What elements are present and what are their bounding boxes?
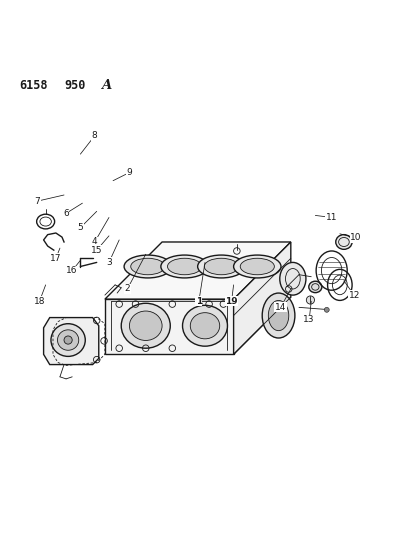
Text: 19: 19 <box>225 297 237 306</box>
Text: 17: 17 <box>50 254 61 263</box>
Text: 13: 13 <box>303 315 314 324</box>
Text: A: A <box>101 79 111 92</box>
Text: 950: 950 <box>64 79 85 92</box>
Ellipse shape <box>57 330 79 350</box>
Text: 5: 5 <box>77 223 83 232</box>
Polygon shape <box>105 299 233 354</box>
Ellipse shape <box>279 262 305 295</box>
Ellipse shape <box>204 259 238 274</box>
Text: 2: 2 <box>124 285 130 294</box>
Ellipse shape <box>129 311 162 341</box>
Text: 16: 16 <box>66 266 78 275</box>
Ellipse shape <box>267 301 288 330</box>
Ellipse shape <box>335 235 351 249</box>
Ellipse shape <box>124 255 171 278</box>
Text: 6: 6 <box>63 209 69 218</box>
Ellipse shape <box>233 255 280 278</box>
Ellipse shape <box>167 259 201 274</box>
Text: 6158: 6158 <box>19 79 47 92</box>
Text: 14: 14 <box>274 303 285 312</box>
Ellipse shape <box>64 336 72 344</box>
Text: 10: 10 <box>350 233 361 243</box>
Ellipse shape <box>197 255 245 278</box>
Text: 7: 7 <box>34 197 40 206</box>
Text: 11: 11 <box>325 213 337 222</box>
Text: 15: 15 <box>91 246 102 255</box>
Text: 8: 8 <box>92 131 97 140</box>
Polygon shape <box>233 242 290 354</box>
Ellipse shape <box>262 293 294 338</box>
Text: 9: 9 <box>126 168 132 177</box>
Ellipse shape <box>160 255 208 278</box>
Ellipse shape <box>182 305 227 346</box>
Polygon shape <box>105 242 290 299</box>
Text: 18: 18 <box>34 297 45 306</box>
Ellipse shape <box>308 281 321 293</box>
Ellipse shape <box>51 324 85 357</box>
Text: 4: 4 <box>92 238 97 246</box>
Polygon shape <box>43 318 99 365</box>
Text: 3: 3 <box>106 258 112 267</box>
Ellipse shape <box>121 303 170 348</box>
Ellipse shape <box>190 313 219 339</box>
Text: 1: 1 <box>195 297 202 306</box>
Circle shape <box>324 308 328 312</box>
Text: 12: 12 <box>348 290 359 300</box>
Ellipse shape <box>130 259 164 274</box>
Circle shape <box>306 296 314 304</box>
Ellipse shape <box>240 259 274 274</box>
